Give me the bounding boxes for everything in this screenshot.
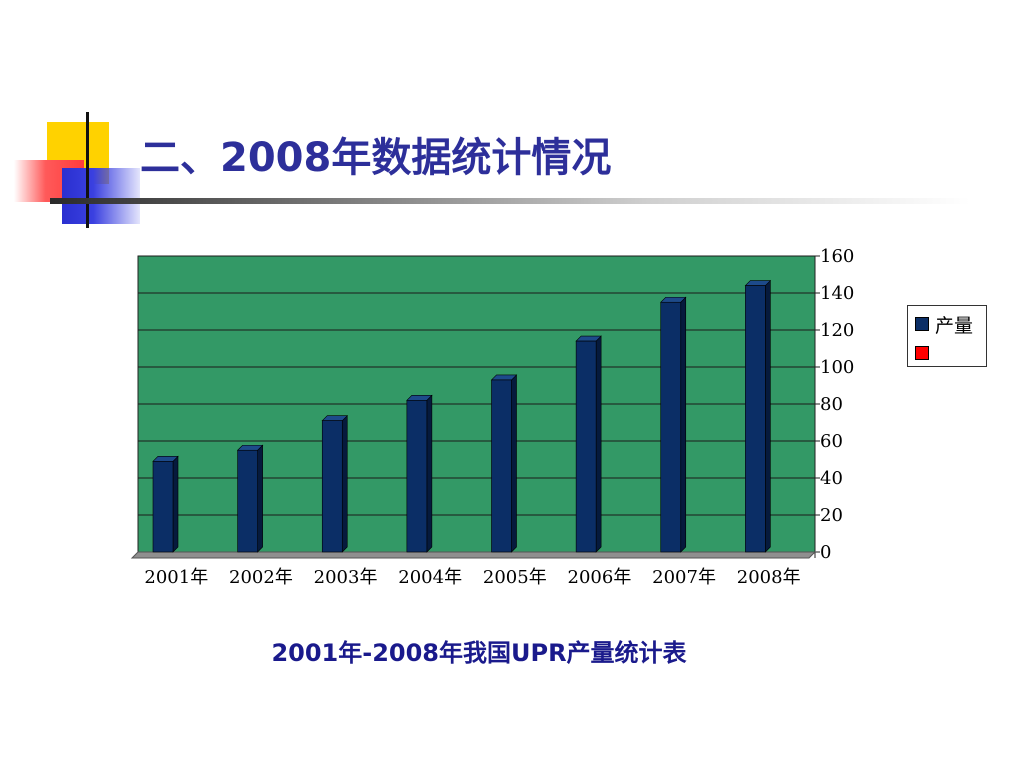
x-tick-label: 2003年 xyxy=(314,567,378,588)
y-tick-label: 80 xyxy=(820,394,843,415)
bar xyxy=(660,301,682,553)
decor-blue-square xyxy=(62,168,140,224)
bar-side xyxy=(595,335,602,553)
chart-legend: 产量 xyxy=(907,305,987,367)
x-tick-label: 2002年 xyxy=(229,567,293,588)
bar xyxy=(491,379,512,553)
bar-side xyxy=(680,296,687,553)
legend-item-unnamed xyxy=(915,343,935,363)
bar-side xyxy=(341,414,348,553)
x-tick-label: 2004年 xyxy=(398,567,462,588)
y-tick-label: 0 xyxy=(820,542,831,563)
x-tick-label: 2005年 xyxy=(483,567,547,588)
x-tick-label: 2008年 xyxy=(737,567,801,588)
decor-vertical-line xyxy=(86,112,89,228)
bar-side xyxy=(426,394,433,553)
bar-side xyxy=(257,444,263,553)
y-tick-label: 60 xyxy=(820,431,843,452)
bar xyxy=(237,449,258,553)
legend-swatch-output xyxy=(915,317,929,331)
bar xyxy=(406,399,428,553)
bar-chart: 0 20 40 60 80 100 120 140 160 2001年 2002年 2003年 2004… xyxy=(130,246,854,588)
bar xyxy=(745,285,766,553)
bar xyxy=(575,340,597,553)
bar xyxy=(321,420,343,553)
bar-side xyxy=(172,455,179,553)
bar xyxy=(152,461,174,553)
bar-side xyxy=(765,279,771,553)
y-tick-label: 20 xyxy=(820,505,843,526)
page-title: 二、2008年数据统计情况 xyxy=(140,135,612,181)
chart-floor xyxy=(130,551,817,559)
legend-label-output: 产量 xyxy=(935,314,974,337)
x-tick-label: 2006年 xyxy=(568,567,632,588)
bar-side xyxy=(511,374,517,553)
legend-swatch-unnamed xyxy=(915,346,929,360)
chart-caption: 2001年-2008年我国UPR产量统计表 xyxy=(271,639,687,667)
legend-item-output: 产量 xyxy=(915,314,973,337)
decor-title-underline xyxy=(50,198,970,204)
x-tick-label: 2007年 xyxy=(652,567,716,588)
y-tick-label: 100 xyxy=(820,357,854,378)
x-tick-label: 2001年 xyxy=(144,567,208,588)
y-tick-label: 160 xyxy=(820,246,854,267)
y-tick-label: 40 xyxy=(820,468,843,489)
y-tick-label: 140 xyxy=(820,283,854,304)
y-tick-label: 120 xyxy=(820,320,854,341)
